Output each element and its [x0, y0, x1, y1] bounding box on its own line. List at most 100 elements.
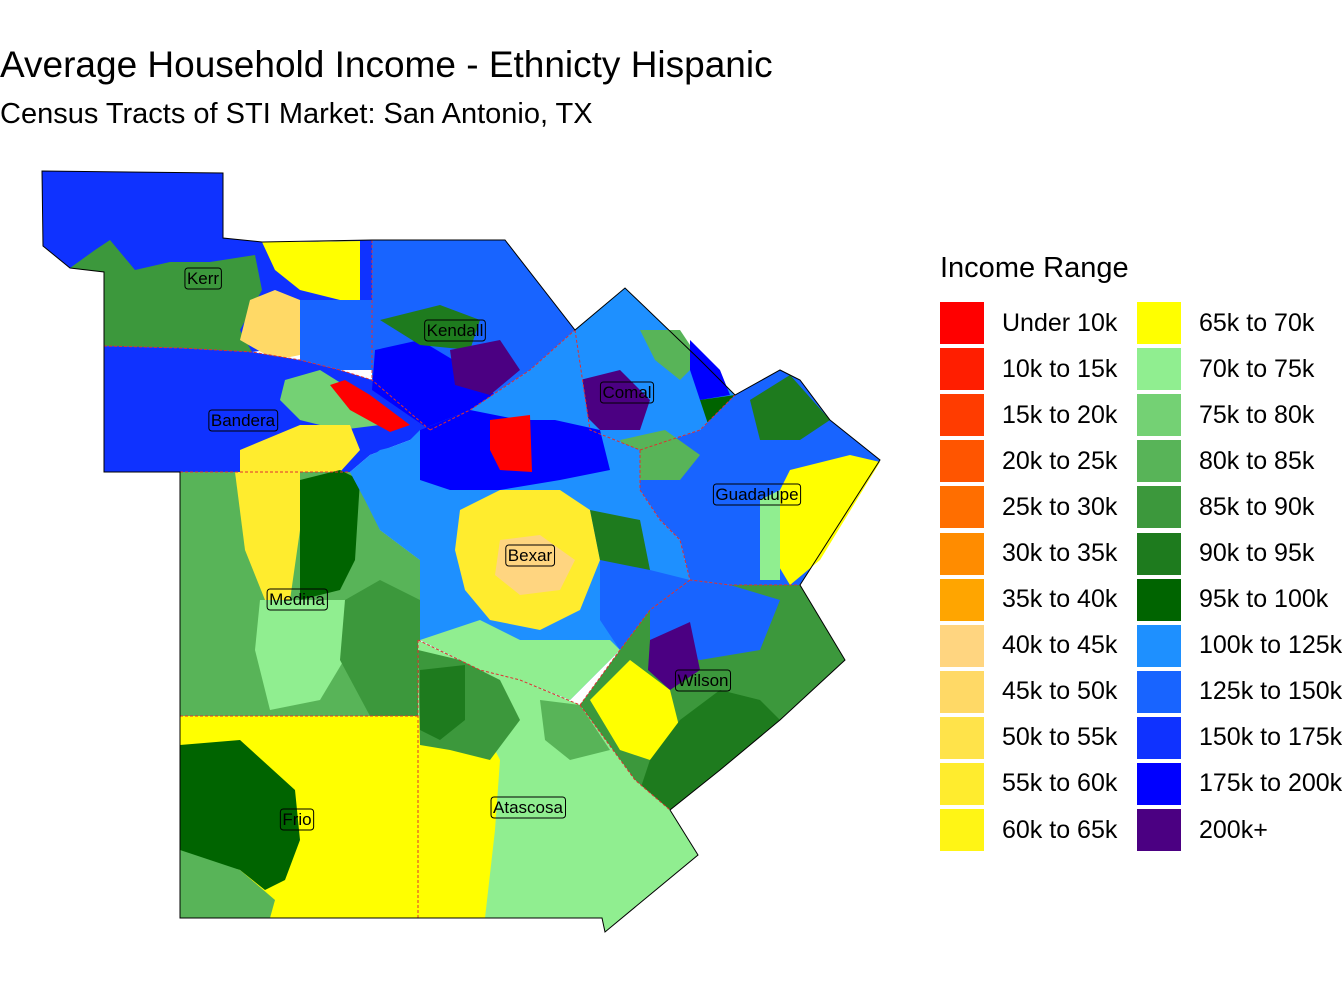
legend-swatch [940, 440, 984, 483]
legend-item: 50k to 55k [940, 715, 1117, 761]
county-label-box [266, 588, 328, 611]
legend-item: 80k to 85k [1137, 438, 1342, 484]
county-wilson-darkgreen [640, 690, 780, 810]
county-label-text: Medina [269, 590, 325, 609]
legend-item: 100k to 125k [1137, 623, 1342, 669]
county-medina-yellow [235, 472, 300, 600]
county-atascosa-green2 [540, 700, 610, 760]
county-label-box [505, 544, 556, 567]
county-atascosa-yellow [418, 716, 500, 918]
county-wilson-purple [648, 622, 700, 690]
legend-item: 55k to 60k [940, 761, 1117, 807]
county-label-comal: Comal [599, 381, 655, 404]
legend-label: 25k to 30k [1002, 492, 1118, 521]
legend-label: 200k+ [1199, 815, 1268, 844]
legend-swatch [940, 302, 984, 345]
county-label-box [712, 483, 802, 506]
legend-swatch [1137, 348, 1181, 391]
county-comal-green [640, 330, 700, 380]
legend-item: 40k to 45k [940, 623, 1117, 669]
county-bexar-red [490, 415, 532, 472]
legend-item: 85k to 90k [1137, 484, 1342, 530]
map-title: Average Household Income - Ethnicty Hisp… [0, 44, 773, 85]
county-kendall-green [380, 305, 480, 350]
legend-swatch [940, 624, 984, 667]
market-outline [41, 170, 881, 933]
legend-swatch [1137, 302, 1181, 345]
county-frio-green [180, 850, 275, 918]
county-guadalupe-green [750, 375, 830, 440]
legend-label: 45k to 50k [1002, 677, 1118, 706]
legend-label: 15k to 20k [1002, 400, 1118, 429]
county-guadalupe-yellow [775, 455, 880, 585]
map-subtitle: Census Tracts of STI Market: San Antonio… [0, 98, 593, 130]
legend-label: 150k to 175k [1199, 723, 1343, 752]
legend-swatch [1137, 532, 1181, 575]
county-kendall-purple [450, 340, 520, 395]
county-medina-green2 [340, 580, 420, 716]
legend-label: 40k to 45k [1002, 631, 1118, 660]
county-label-box [424, 319, 486, 342]
county-guadalupe-lightgreen [760, 490, 780, 580]
legend-label: 50k to 55k [1002, 723, 1118, 752]
legend-item: 20k to 25k [940, 438, 1117, 484]
legend-item: 175k to 200k [1137, 761, 1342, 807]
legend-label: 90k to 95k [1199, 539, 1315, 568]
county-label-box [599, 381, 655, 404]
county-label-kendall: Kendall [424, 319, 486, 342]
county-label-bandera: Bandera [208, 409, 279, 432]
county-label-text: Bexar [508, 546, 553, 565]
legend-item: 95k to 100k [1137, 577, 1342, 623]
county-label-medina: Medina [266, 588, 328, 611]
legend-item: 125k to 150k [1137, 669, 1342, 715]
legend-swatch [940, 348, 984, 391]
choropleth-map: Kerr Kendall Comal Bandera Guadalupe Bexar Med… [41, 170, 881, 933]
legend-label: 30k to 35k [1002, 539, 1118, 568]
county-label-kerr: Kerr [184, 267, 222, 290]
county-label-text: Kerr [187, 269, 219, 288]
legend-swatch [1137, 486, 1181, 529]
county-kendall-blue [372, 340, 500, 430]
legend-swatch [940, 809, 984, 852]
county-label-box [674, 669, 732, 692]
legend-swatch [1137, 716, 1181, 759]
legend-item: 90k to 95k [1137, 530, 1342, 576]
legend-swatch [940, 486, 984, 529]
county-frio-dark [180, 740, 300, 890]
county-label-text: Frio [282, 810, 311, 829]
county-wilson-yellow [590, 660, 680, 760]
legend-label: 35k to 40k [1002, 585, 1118, 614]
county-label-atascosa: Atascosa [490, 796, 567, 819]
county-label-wilson: Wilson [674, 669, 732, 692]
county-kerr-blue [300, 300, 372, 370]
county-kerr-yellow [262, 241, 360, 300]
legend-item: 65k to 70k [1137, 300, 1342, 346]
legend-label: 95k to 100k [1199, 585, 1329, 614]
legend-column-2: 65k to 70k 70k to 75k 75k to 80k 80k to 85k… [1137, 300, 1342, 853]
legend-label: 10k to 15k [1002, 354, 1118, 383]
county-bexar-lightgreen [420, 620, 620, 700]
county-label-text: Kendall [427, 321, 484, 340]
county-label-box [279, 808, 315, 831]
legend-swatch [940, 716, 984, 759]
legend-label: 75k to 80k [1199, 400, 1315, 429]
legend-label: 60k to 65k [1002, 815, 1118, 844]
legend-item: 15k to 20k [940, 392, 1117, 438]
legend-title: Income Range [940, 252, 1129, 284]
legend-swatch [1137, 578, 1181, 621]
legend-item: 60k to 65k [940, 807, 1117, 853]
county-shapes [42, 171, 880, 932]
legend-label: 55k to 60k [1002, 769, 1118, 798]
county-label-frio: Frio [279, 808, 315, 831]
legend-label: 125k to 150k [1199, 677, 1343, 706]
legend-swatch [1137, 809, 1181, 852]
legend-item: 150k to 175k [1137, 715, 1342, 761]
legend-swatch [940, 762, 984, 805]
county-label-box [184, 267, 222, 290]
county-label-box [490, 796, 567, 819]
legend-swatch [940, 394, 984, 437]
legend-swatch [940, 670, 984, 713]
county-atascosa-darkgreen [420, 665, 465, 740]
county-bandera-yellow [240, 425, 360, 472]
county-label-box [208, 409, 279, 432]
